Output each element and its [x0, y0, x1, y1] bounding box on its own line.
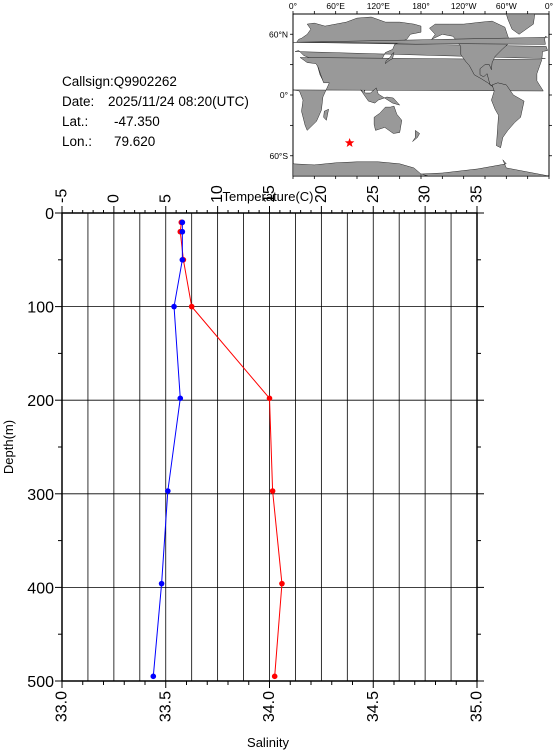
temperature-data-point	[188, 303, 195, 310]
chart-grid	[62, 213, 477, 681]
salinity-tick-label: 34.5	[365, 691, 382, 722]
temperature-tick-label: 0	[105, 194, 122, 203]
landmass-shape	[323, 108, 329, 121]
lon-row: Lon.: 79.620	[62, 132, 249, 152]
temperature-tick-label: 35	[469, 185, 486, 203]
temperature-tick-label: 15	[261, 185, 278, 203]
map-lon-label: 60°W	[496, 1, 517, 11]
plot-frame	[61, 212, 478, 682]
landmass-shape	[412, 130, 420, 142]
profile-chart: -5 0 5 10 15 20 25 30 35 33.0 33.5 34.0 …	[1, 185, 486, 750]
salinity-data-point	[158, 580, 165, 587]
lon-label: Lon.:	[62, 134, 93, 149]
temperature-tick-label: 30	[417, 185, 434, 203]
map-lon-label: 60°E	[326, 1, 345, 11]
salinity-data-point	[179, 219, 186, 226]
map-lat-label: 60°S	[269, 151, 288, 161]
landmass-shape	[385, 52, 395, 65]
salinity-data-point	[150, 673, 157, 680]
temperature-data-point	[269, 488, 276, 494]
location-map: 0° 60°E 120°E 180° 120°W 60°W 0° 60°N 0°…	[269, 1, 553, 179]
map-lon-label: 120°W	[451, 1, 477, 11]
depth-tick-label: 300	[27, 487, 54, 504]
salinity-tick-labels: 33.0 33.5 34.0 34.5 35.0	[54, 691, 486, 722]
depth-tick-label: 400	[27, 580, 54, 597]
lat-value: -47.350	[114, 114, 160, 129]
date-row: Date: 2025/11/24 08:20(UTC)	[62, 92, 249, 112]
map-landmass	[292, 13, 550, 177]
depth-tick-label: 0	[45, 206, 54, 223]
salinity-data-point	[179, 257, 186, 263]
lat-row: Lat.: -47.350	[62, 112, 249, 132]
date-value: 2025/11/24 08:20(UTC)	[108, 94, 249, 109]
landmass-shape	[293, 36, 548, 45]
map-lon-label: 0°	[289, 1, 297, 11]
temperature-tick-label: -5	[54, 189, 71, 203]
float-position-star-icon	[344, 137, 355, 147]
landmass-shape	[373, 105, 403, 134]
depth-axis-title: Depth(m)	[1, 420, 16, 474]
temperature-tick-labels: -5 0 5 10 15 20 25 30 35	[54, 185, 486, 203]
salinity-tick-label: 35.0	[469, 691, 486, 722]
temperature-tick-label: 20	[313, 185, 330, 203]
lat-label: Lat.:	[62, 114, 89, 129]
landmass-shape	[506, 13, 536, 35]
salinity-data-point	[177, 395, 184, 402]
temperature-tick-label: 25	[365, 185, 382, 203]
salinity-tick-label: 33.0	[54, 691, 71, 722]
map-lon-label: 0°	[545, 1, 553, 11]
temperature-axis-title: Temperature(C)	[222, 189, 313, 204]
temperature-profile-line	[179, 222, 283, 677]
map-lon-label: 120°E	[367, 1, 391, 11]
lon-value: 79.620	[114, 134, 156, 149]
callsign-label: Callsign:	[62, 74, 114, 89]
map-longitude-labels: 0° 60°E 120°E 180° 120°W 60°W 0°	[289, 1, 553, 11]
salinity-data-point	[179, 228, 186, 235]
salinity-tick-label: 33.5	[157, 691, 174, 722]
landmass-shape	[360, 87, 401, 106]
callsign-value: Q9902262	[113, 74, 177, 89]
temperature-data-point	[279, 580, 285, 587]
salinity-data-point	[171, 303, 177, 310]
landmass-shape	[420, 159, 550, 177]
salinity-axis-title: Salinity	[247, 735, 289, 750]
map-frame-ticks	[290, 11, 552, 179]
callsign-row: Callsign:Q9902262	[62, 72, 249, 92]
profile-series	[150, 219, 285, 680]
map-lon-label: 180°	[412, 1, 430, 11]
salinity-profile-line	[152, 222, 183, 677]
map-lat-label: 0°	[280, 90, 288, 100]
landmass-shape	[429, 20, 511, 88]
salinity-tick-label: 34.0	[261, 691, 278, 722]
temperature-tick-label: 5	[157, 194, 174, 203]
depth-tick-label: 500	[27, 674, 54, 691]
float-info-panel: Callsign:Q9902262 Date: 2025/11/24 08:20(…	[62, 72, 249, 152]
landmass-shape	[491, 82, 525, 148]
temperature-data-point	[271, 673, 278, 680]
date-label: Date:	[62, 94, 95, 109]
temperature-tick-label: 10	[209, 185, 226, 203]
temperature-data-point	[266, 395, 273, 402]
depth-tick-labels: 0 100 200 300 400 500	[27, 206, 54, 691]
depth-tick-label: 200	[27, 393, 54, 410]
salinity-data-point	[165, 488, 171, 494]
depth-tick-label: 100	[27, 300, 54, 317]
map-latitude-labels: 60°N 0° 60°S	[269, 29, 288, 161]
map-lat-label: 60°N	[269, 29, 288, 39]
